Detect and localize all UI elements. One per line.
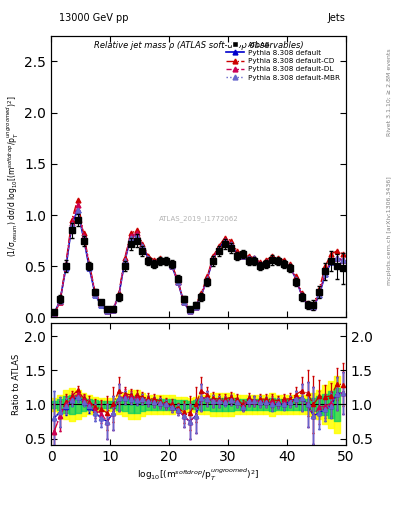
Text: ATLAS_2019_I1772062: ATLAS_2019_I1772062 <box>159 216 238 222</box>
X-axis label: log$_{10}$[(m$^{soft drop}$/p$_T^{ungroomed}$)$^2$]: log$_{10}$[(m$^{soft drop}$/p$_T^{ungroo… <box>137 467 260 483</box>
Text: mcplots.cern.ch [arXiv:1306.3436]: mcplots.cern.ch [arXiv:1306.3436] <box>387 176 391 285</box>
Y-axis label: (1/σ$_{resum}$) dσ/d log$_{10}$[(m$^{soft drop}$/p$_T^{ungroomed}$)$^2$]: (1/σ$_{resum}$) dσ/d log$_{10}$[(m$^{sof… <box>5 96 22 258</box>
Text: Relative jet mass ρ (ATLAS soft-drop observables): Relative jet mass ρ (ATLAS soft-drop obs… <box>94 41 303 51</box>
Text: Rivet 3.1.10; ≥ 2.8M events: Rivet 3.1.10; ≥ 2.8M events <box>387 48 391 136</box>
Text: Jets: Jets <box>328 13 346 23</box>
Y-axis label: Ratio to ATLAS: Ratio to ATLAS <box>13 353 22 415</box>
Text: 13000 GeV pp: 13000 GeV pp <box>59 13 129 23</box>
Legend: ATLAS, Pythia 8.308 default, Pythia 8.308 default-CD, Pythia 8.308 default-DL, P: ATLAS, Pythia 8.308 default, Pythia 8.30… <box>224 39 342 83</box>
